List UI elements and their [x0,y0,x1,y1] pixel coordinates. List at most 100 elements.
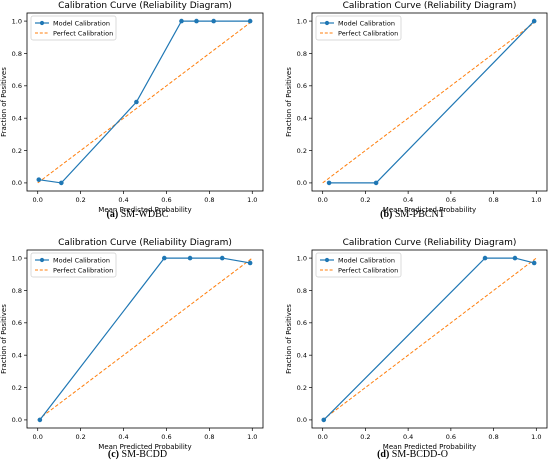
model-calibration-point-c-0 [37,417,43,423]
legend-label-model-calibration-d: Model Calibration [338,256,395,264]
x-tick-label-d-0: 0.0 [318,433,328,441]
x-tick-label-d-2: 0.4 [403,433,413,441]
y-tick-label-b-4: 0.8 [297,50,307,58]
y-tick-label-b-3: 0.6 [297,82,307,90]
y-tick-label-a-3: 0.6 [12,82,22,90]
x-tick-label-d-3: 0.6 [446,433,456,441]
y-tick-label-d-4: 0.8 [297,287,307,295]
y-tick-label-a-5: 1.0 [12,17,22,25]
y-tick-label-b-0: 0.0 [297,179,307,187]
caption-c-text: SM-BCDD [121,449,168,460]
model-calibration-line-d [323,257,535,421]
caption-b-text: SM-PBCNT [394,209,445,220]
caption-b-label: (b) [380,209,393,220]
model-calibration-point-b-1 [373,180,379,186]
x-tick-label-a-5: 1.0 [247,196,257,204]
chart-title-b: Calibration Curve (Reliability Diagram) [343,1,517,11]
legend-label-perfect-calibration-d: Perfect Calibration [338,266,398,274]
caption-d-label: (d) [377,449,390,460]
caption-b: (b) SM-PBCNT [275,209,550,220]
x-tick-label-a-0: 0.0 [33,196,43,204]
model-calibration-point-d-3 [531,260,537,266]
x-tick-label-d-5: 1.0 [531,433,541,441]
y-tick-label-d-2: 0.4 [297,351,307,359]
caption-c: (c) SM-BCDD [0,449,275,460]
chart-title-c: Calibration Curve (Reliability Diagram) [58,238,232,248]
panel-c: Calibration Curve (Reliability Diagram) 0… [0,238,264,451]
y-tick-label-b-2: 0.4 [297,114,307,122]
legend-marker-model-calibration-b [324,20,330,26]
x-tick-label-a-3: 0.6 [161,196,171,204]
x-tick-label-d-4: 0.8 [488,433,498,441]
y-tick-label-a-4: 0.8 [12,50,22,58]
y-axis-label-b: Fraction of Positives [285,67,293,137]
model-calibration-point-c-4 [247,260,253,266]
model-calibration-point-a-4 [194,18,199,24]
y-tick-label-c-1: 0.2 [12,384,22,392]
x-tick-label-b-0: 0.0 [318,196,328,204]
legend-label-model-calibration-a: Model Calibration [53,19,110,27]
y-axis-label-d: Fraction of Positives [285,304,293,374]
x-tick-label-c-3: 0.6 [161,433,171,441]
x-tick-label-c-4: 0.8 [204,433,214,441]
caption-d-text: SM-BCDD-O [391,449,448,460]
legend-box-c [30,252,117,278]
legend-box-a [30,15,117,41]
perfect-calibration-line-d [322,257,537,421]
x-tick-label-b-3: 0.6 [446,196,456,204]
legend-label-perfect-calibration-a: Perfect Calibration [53,29,113,37]
caption-d: (d) SM-BCDD-O [275,449,550,460]
y-tick-label-c-0: 0.0 [12,416,22,424]
y-tick-label-b-5: 1.0 [297,17,307,25]
caption-a-text: SM-WDBC [120,209,169,220]
model-calibration-point-a-0 [36,177,42,182]
x-tick-label-b-5: 1.0 [531,196,541,204]
x-axis-label-c: Mean Predicted Probability [98,443,191,451]
legend-label-model-calibration-b: Model Calibration [338,19,395,27]
x-tick-label-c-1: 0.2 [75,433,85,441]
chart-title-a: Calibration Curve (Reliability Diagram) [58,1,232,11]
legend-box-d [315,252,402,278]
y-tick-label-c-2: 0.4 [12,351,22,359]
model-calibration-point-b-2 [531,18,537,24]
y-tick-label-b-1: 0.2 [297,147,307,155]
model-calibration-point-b-0 [326,180,332,186]
legend-box-b [315,15,402,41]
y-tick-label-a-0: 0.0 [12,179,22,187]
legend-marker-model-calibration-a [39,20,45,26]
y-tick-label-d-0: 0.0 [297,416,307,424]
y-tick-label-c-5: 1.0 [12,254,22,262]
y-axis-label-a: Fraction of Positives [0,67,8,137]
model-calibration-point-a-1 [59,180,64,186]
model-calibration-point-d-1 [482,255,488,261]
model-calibration-point-d-0 [321,417,327,423]
x-tick-label-d-1: 0.2 [360,433,370,441]
model-calibration-point-a-2 [134,99,139,105]
model-calibration-point-a-3 [179,18,184,24]
x-axis-label-d: Mean Predicted Probability [383,443,476,451]
model-calibration-point-d-2 [512,255,518,261]
x-tick-label-a-2: 0.4 [118,196,128,204]
legend-marker-model-calibration-d [324,257,330,263]
legend-label-perfect-calibration-b: Perfect Calibration [338,29,398,37]
x-tick-label-b-1: 0.2 [360,196,370,204]
y-tick-label-d-1: 0.2 [297,384,307,392]
x-tick-label-a-4: 0.8 [204,196,214,204]
panel-d: Calibration Curve (Reliability Diagram) 0… [285,238,548,451]
y-tick-label-d-3: 0.6 [297,319,307,327]
model-calibration-point-a-5 [211,18,216,24]
perfect-calibration-line-a [37,20,253,184]
x-tick-label-b-2: 0.4 [403,196,413,204]
x-axis-label-a: Mean Predicted Probability [98,206,191,214]
model-calibration-point-c-1 [162,255,167,261]
chart-title-d: Calibration Curve (Reliability Diagram) [343,238,517,248]
x-tick-label-c-5: 1.0 [247,433,257,441]
caption-c-label: (c) [107,449,120,460]
panel-a: Calibration Curve (Reliability Diagram) 0… [0,1,264,214]
y-tick-label-c-3: 0.6 [12,319,22,327]
x-tick-label-b-4: 0.8 [488,196,498,204]
model-calibration-point-c-2 [187,255,193,261]
model-calibration-point-c-3 [219,255,225,261]
